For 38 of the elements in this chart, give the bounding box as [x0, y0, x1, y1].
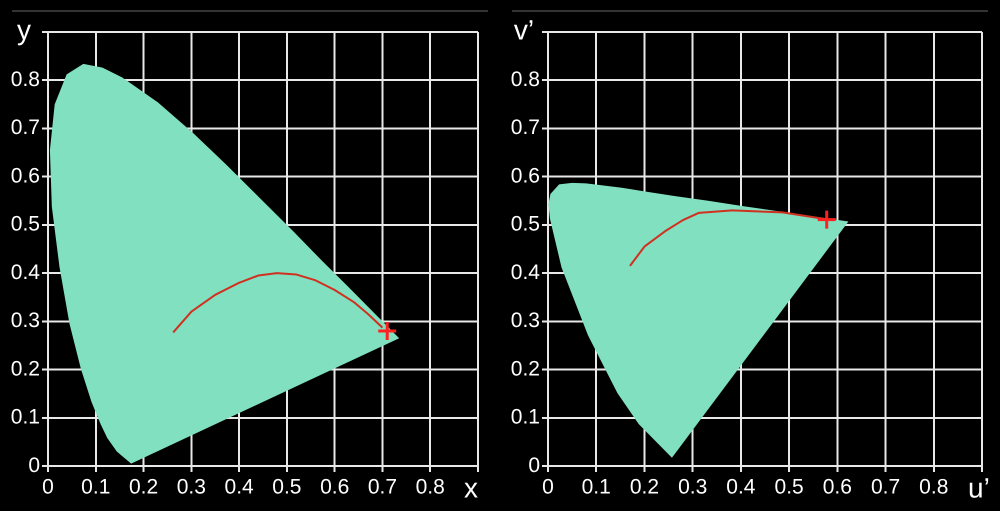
x-tick-label: 0.7	[368, 475, 398, 498]
y-tick-label: 0.8	[10, 68, 40, 92]
y-tick-label: 0	[28, 454, 40, 477]
y-tick-label: 0.4	[10, 260, 40, 284]
y-tick-label: 0.5	[510, 212, 540, 236]
y-tick-label: 0.3	[510, 309, 540, 332]
x-axis-title: u’	[968, 472, 990, 504]
y-tick-label: 0	[528, 454, 540, 477]
x-tick-label: 0.6	[822, 475, 852, 498]
x-tick-label: 0.2	[630, 475, 660, 498]
y-tick-label: 0.4	[510, 260, 540, 284]
x-tick-label: 0.8	[919, 475, 948, 498]
y-axis-title: y	[17, 14, 31, 46]
y-tick-label: 0.6	[510, 164, 540, 188]
y-tick-label: 0.8	[510, 68, 540, 92]
y-tick-label: 0.7	[10, 116, 40, 140]
x-tick-label: 0.5	[774, 475, 804, 498]
y-tick-label: 0.1	[510, 406, 540, 429]
x-tick-label: 0.6	[320, 475, 350, 498]
y-tick-label: 0.1	[10, 406, 40, 429]
x-tick-label: 0.1	[81, 475, 110, 498]
y-tick-label: 0.2	[510, 357, 540, 380]
x-tick-label: 0.2	[128, 475, 158, 498]
y-tick-label: 0.7	[510, 116, 540, 140]
x-tick-label: 0.3	[678, 475, 708, 498]
y-tick-label: 0.6	[10, 164, 40, 188]
x-tick-label: 0.5	[272, 475, 302, 498]
x-tick-label: 0.3	[176, 475, 206, 498]
x-axis-title: x	[464, 472, 478, 504]
y-tick-label: 0.5	[10, 212, 40, 236]
x-tick-label: 0.8	[416, 475, 445, 498]
y-tick-label: 0.2	[10, 357, 40, 380]
x-tick-label: 0.4	[726, 475, 756, 498]
x-tick-label: 0.4	[224, 475, 254, 498]
x-tick-label: 0.7	[870, 475, 900, 498]
x-tick-label: 0.1	[582, 475, 611, 498]
y-axis-title: v’	[514, 14, 534, 46]
y-tick-label: 0.3	[10, 309, 40, 332]
